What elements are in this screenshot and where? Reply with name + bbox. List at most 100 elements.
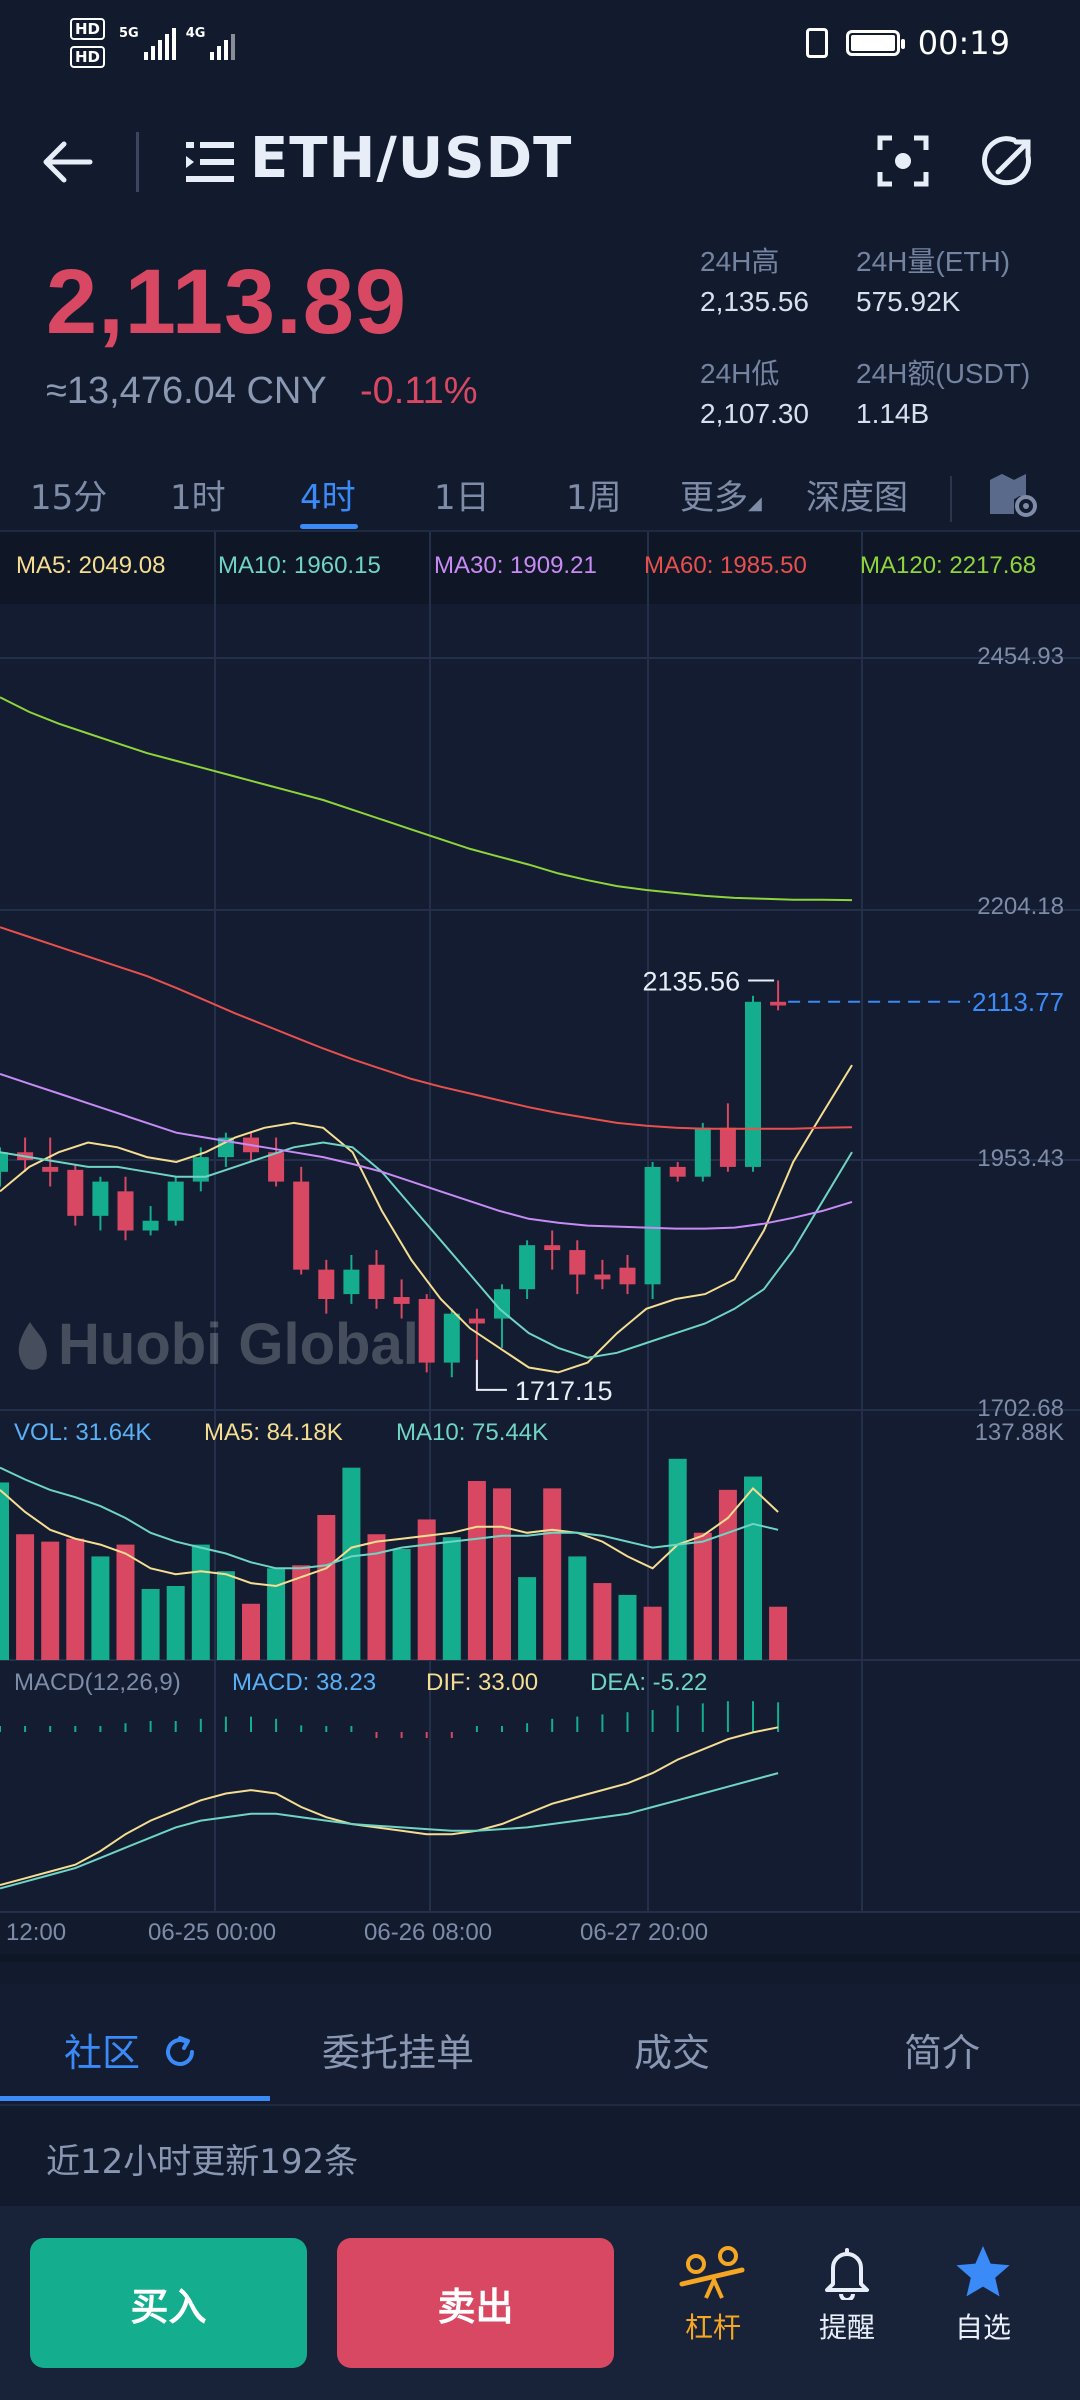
alert-button[interactable]: 提醒 — [792, 2244, 902, 2346]
volume-ma10-line — [0, 1466, 779, 1570]
candle-body — [192, 1157, 209, 1182]
ma10-legend: MA10: 1960.15 — [218, 552, 381, 579]
candle-body — [644, 1166, 661, 1285]
watermark-text: Huobi Global — [58, 1312, 419, 1377]
ma10-line — [0, 1141, 853, 1359]
tab-separator — [950, 476, 952, 522]
header-divider — [136, 132, 139, 192]
sell-button[interactable]: 卖出 — [337, 2238, 614, 2368]
pair-list-icon[interactable] — [184, 138, 236, 186]
stat-label: 24H量(ETH) — [856, 246, 1011, 277]
tab-1d[interactable]: 1日 — [434, 478, 490, 518]
low-price-label: 1717.15 — [515, 1376, 613, 1406]
candle-body — [393, 1297, 410, 1304]
macd-dea-line — [0, 1772, 779, 1890]
volume-bar — [216, 1571, 235, 1660]
tab-1w[interactable]: 1周 — [566, 478, 622, 518]
buy-button[interactable]: 买入 — [30, 2238, 307, 2368]
volume-bar — [668, 1458, 687, 1660]
battery-icon — [845, 30, 905, 56]
candle-body — [569, 1250, 586, 1275]
volume-bar — [718, 1489, 737, 1660]
volume-bar — [543, 1488, 562, 1660]
volume-bar — [417, 1519, 436, 1660]
tab-1h[interactable]: 1时 — [170, 478, 226, 518]
volume-bar — [317, 1515, 336, 1660]
kline-chart[interactable]: 2454.93 2204.18 1953.43 1702.68 2113.77 2135.… — [0, 532, 1080, 1962]
volume-bar — [568, 1556, 587, 1660]
stat-label: 24H额(USDT) — [856, 358, 1031, 389]
volume-ma5-line — [0, 1486, 779, 1588]
time-axis-label: 06-27 20:00 — [580, 1919, 708, 1946]
stat-24h-amount: 24H额(USDT) 1.14B — [856, 352, 1030, 430]
time-axis-label: 06-25 00:00 — [148, 1919, 276, 1946]
community-update-text[interactable]: 近12小时更新192条 — [46, 2142, 359, 2182]
chart-settings-icon[interactable] — [986, 466, 1040, 520]
back-arrow-icon[interactable] — [40, 134, 96, 190]
screenshot-icon[interactable] — [876, 134, 930, 188]
ma60-legend: MA60: 1985.50 — [644, 552, 807, 579]
low-marker-line — [475, 1359, 507, 1391]
dif-legend: DIF: 33.00 — [426, 1669, 538, 1696]
volume-bar — [267, 1568, 286, 1660]
stat-24h-low: 24H低 2,107.30 — [700, 352, 809, 430]
high-price-label: 2135.56 — [642, 966, 740, 996]
price-change-percent: -0.11% — [360, 370, 478, 412]
network-5g-label: 5G — [119, 26, 139, 41]
candle-body — [669, 1166, 686, 1177]
tab-4h[interactable]: 4时 — [300, 478, 356, 518]
candle-body — [745, 1001, 761, 1167]
caret-down-icon: ◢ — [748, 493, 762, 514]
ma30-legend: MA30: 1909.21 — [434, 552, 597, 579]
info-tabs-border — [0, 2104, 1080, 2106]
refresh-icon[interactable] — [162, 2034, 198, 2070]
tab-intro[interactable]: 简介 — [904, 2031, 981, 2075]
candle-body — [318, 1269, 335, 1299]
tab-15m[interactable]: 15分 — [30, 478, 108, 518]
alert-label: 提醒 — [818, 2311, 875, 2344]
tab-orders[interactable]: 委托挂单 — [322, 2031, 475, 2075]
time-axis-label: 12:00 — [6, 1919, 66, 1946]
volume-bar — [342, 1467, 361, 1660]
volume-bar — [392, 1549, 411, 1660]
candle-body — [619, 1267, 636, 1285]
candle-body — [268, 1152, 285, 1182]
volume-bar — [66, 1538, 85, 1660]
time-axis-bg — [0, 1912, 1080, 1962]
chart-footer-bg — [0, 1954, 1080, 1962]
candle-body — [443, 1313, 460, 1363]
kline-chart-svg: 2454.93 2204.18 1953.43 1702.68 2113.77 2135.… — [0, 532, 1080, 1962]
stat-24h-high: 24H高 2,135.56 — [700, 240, 809, 318]
candle-body — [418, 1298, 435, 1363]
tab-trades[interactable]: 成交 — [634, 2031, 711, 2075]
pair-title[interactable]: ETH/USDT — [250, 126, 573, 191]
tab-community[interactable]: 社区 — [64, 2022, 198, 2077]
candle-body — [694, 1127, 711, 1177]
favorite-button[interactable]: 自选 — [928, 2244, 1038, 2346]
volume-legend: VOL: 31.64K — [14, 1419, 151, 1446]
ma-legend-bg — [0, 532, 1080, 604]
leverage-button[interactable]: 杠杆 — [658, 2244, 768, 2346]
bell-icon — [825, 2248, 869, 2300]
candle-body — [67, 1169, 84, 1216]
tab-more[interactable]: 更多◢ — [680, 470, 762, 519]
price-axis-label: 2204.18 — [977, 893, 1064, 920]
tab-depth[interactable]: 深度图 — [806, 478, 908, 518]
candle-body — [719, 1127, 736, 1167]
current-price-label: 2113.77 — [972, 987, 1064, 1017]
action-bar: 买入 卖出 杠杆 提醒 自选 — [0, 2206, 1080, 2400]
sim1-hd-badge: HD — [70, 18, 106, 40]
candle-body — [770, 1001, 787, 1006]
ma5-legend: MA5: 2049.08 — [16, 552, 166, 579]
volume-bar — [116, 1544, 135, 1660]
candle-body — [42, 1166, 59, 1172]
volume-bar — [643, 1606, 662, 1660]
macd-params-legend: MACD(12,26,9) — [14, 1669, 181, 1696]
stat-value: 2,135.56 — [700, 286, 809, 317]
volume-bar — [141, 1588, 160, 1660]
volume-bar — [769, 1606, 788, 1660]
volume-bar — [0, 1482, 9, 1660]
share-icon[interactable] — [980, 134, 1036, 190]
status-bar: HD HD 5G 4G 00:19 — [0, 0, 1080, 92]
